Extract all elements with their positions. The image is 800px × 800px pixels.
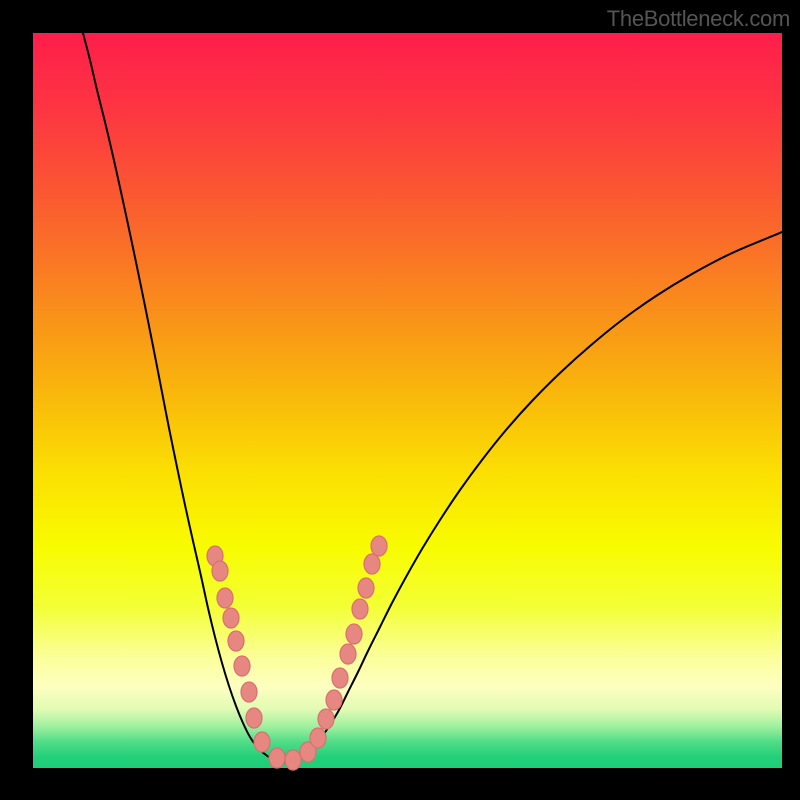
data-dot [212,561,228,581]
data-dot [241,682,257,702]
data-dot [332,668,348,688]
data-dot [228,631,244,651]
data-dot [352,599,368,619]
chart-svg [0,0,800,800]
data-dot [364,554,380,574]
data-dot [346,624,362,644]
data-dot [310,728,326,748]
gradient-background [33,33,782,768]
data-dot [246,708,262,728]
data-dot [318,709,334,729]
data-dot [254,732,270,752]
data-dot [234,656,250,676]
data-dot [217,588,233,608]
data-dot [285,750,301,770]
data-dot [326,690,342,710]
data-dot [358,578,374,598]
chart-container: TheBottleneck.com [0,0,800,800]
data-dot [340,644,356,664]
data-dot [371,536,387,556]
data-dot [223,608,239,628]
data-dot [269,748,285,768]
